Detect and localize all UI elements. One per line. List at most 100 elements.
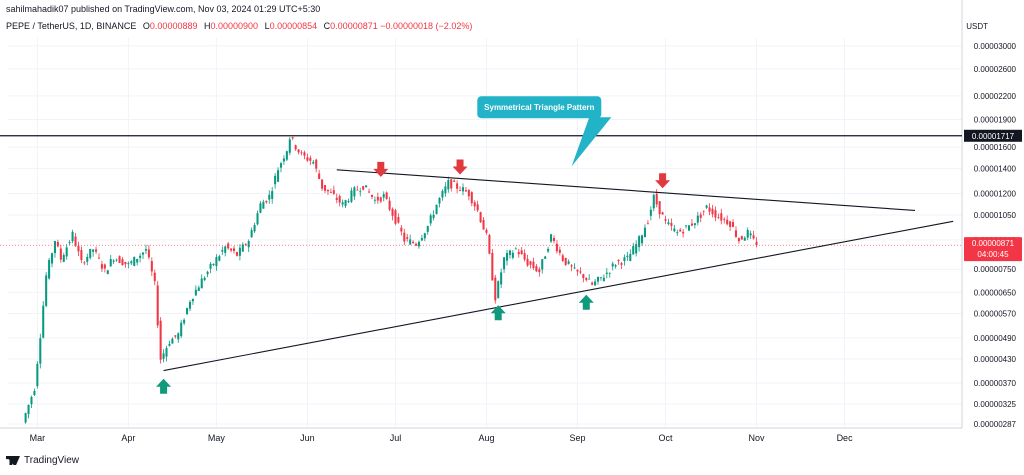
candle-body (203, 277, 206, 281)
candle-body (80, 250, 83, 261)
candle-body (253, 225, 256, 232)
y-tick-label: 0.00001400 (974, 165, 1017, 174)
currency-label[interactable]: USDT (966, 22, 988, 31)
y-tick-label: 0.00000287 (974, 420, 1017, 429)
open-value: 0.00000889 (149, 21, 198, 31)
candle-body (394, 210, 397, 224)
trendline-support (163, 220, 954, 372)
candle-body (39, 338, 42, 364)
candle-body (453, 180, 456, 182)
candle-body (306, 157, 309, 161)
candle-body (27, 404, 30, 415)
candle-body (547, 248, 550, 252)
legend-row: PEPE / TetherUS, 1D, BINANCE O0.00000889… (6, 21, 472, 31)
candle-body (303, 152, 306, 156)
candle-body (732, 222, 735, 227)
candle-body (441, 190, 444, 198)
candle-body (86, 256, 89, 262)
candle-body (497, 281, 500, 298)
candle-body (564, 257, 567, 265)
candle-body (112, 260, 115, 262)
candle-body (221, 250, 224, 252)
candle-body (142, 252, 145, 255)
up-arrow-icon (578, 294, 594, 310)
y-tick-label: 0.00000650 (974, 288, 1017, 297)
candle-body (400, 227, 403, 232)
candle-body (752, 235, 755, 239)
horizontal-line-price-tag (964, 129, 1022, 142)
candle-body (726, 219, 729, 225)
candle-body (679, 229, 682, 232)
candle-body (259, 203, 262, 213)
candle-body (544, 256, 547, 259)
candle-body (473, 202, 476, 207)
candle-body (197, 287, 200, 291)
up-arrow-icon (490, 305, 506, 321)
candle-body (576, 269, 579, 272)
up-arrow-icon (156, 378, 172, 394)
candle-body (95, 249, 98, 252)
candle-body (670, 222, 673, 226)
candle-body (56, 241, 59, 247)
candle-body (332, 190, 335, 194)
candle-body (206, 271, 209, 275)
candle-body (599, 277, 602, 279)
candle-body (115, 259, 118, 261)
x-tick-label: May (208, 433, 226, 443)
candle-body (42, 305, 45, 338)
candle-body (338, 196, 341, 203)
candle-body (702, 210, 705, 212)
candle-body (491, 252, 494, 281)
candle-body (139, 255, 142, 258)
candle-body (470, 192, 473, 204)
candle-body (274, 175, 277, 185)
candle-body (127, 263, 130, 264)
candle-body (100, 264, 103, 269)
candle-body (212, 263, 215, 266)
candle-body (77, 245, 80, 252)
candle-body (611, 263, 614, 267)
x-tick-label: Mar (30, 433, 46, 443)
candle-body (667, 222, 670, 225)
symbol-label[interactable]: PEPE / TetherUS, 1D, BINANCE (6, 21, 137, 31)
candle-body (412, 241, 415, 244)
candle-body (247, 241, 250, 248)
candle-body (344, 200, 347, 206)
candle-body (435, 204, 438, 214)
candle-body (368, 191, 371, 193)
candle-body (582, 274, 585, 279)
candle-body (605, 272, 608, 274)
candle-body (508, 250, 511, 255)
candle-body (159, 320, 162, 360)
candle-body (682, 231, 685, 234)
candle-body (59, 248, 62, 260)
candle-body (514, 248, 517, 250)
candle-body (109, 259, 112, 267)
tradingview-brand[interactable]: TradingView (6, 455, 79, 466)
publisher-line: sahilmahadik07 published on TradingView.… (6, 4, 321, 14)
candle-body (227, 243, 230, 249)
candle-body (48, 259, 51, 279)
candle-body (238, 247, 241, 256)
candle-body (250, 230, 253, 238)
candle-body (277, 170, 280, 182)
candle-body (503, 257, 506, 270)
candle-body (318, 173, 321, 179)
candle-body (585, 278, 588, 281)
candle-body (124, 261, 127, 265)
candle-body (409, 239, 412, 245)
candle-body (485, 229, 488, 233)
candle-body (646, 223, 649, 225)
candle-body (696, 215, 699, 223)
candle-body (235, 252, 238, 256)
candle-body (224, 246, 227, 253)
candle-body (268, 194, 271, 200)
candle-body (370, 195, 374, 197)
candle-body (643, 227, 647, 238)
close-label: C (323, 21, 331, 31)
candle-body (570, 265, 573, 267)
candle-body (685, 225, 688, 227)
high-label: H (204, 21, 211, 31)
